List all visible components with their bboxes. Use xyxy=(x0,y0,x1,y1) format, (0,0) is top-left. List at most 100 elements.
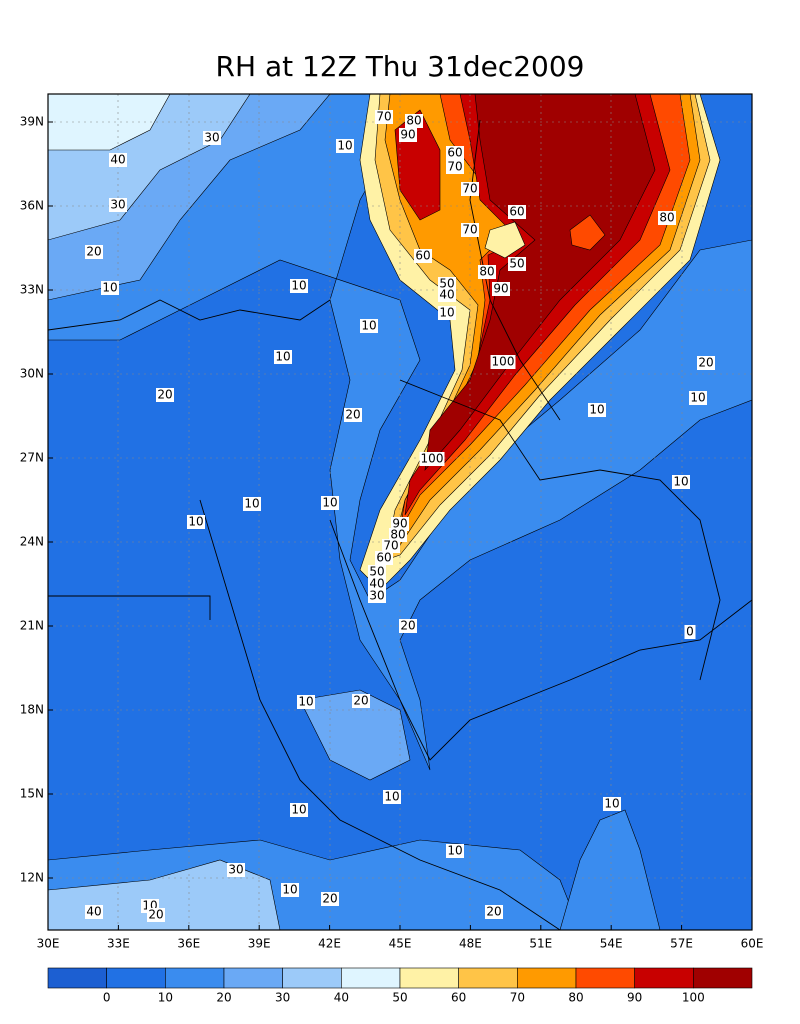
contour-label-bg xyxy=(399,619,417,633)
contour-label: 80 xyxy=(406,114,421,128)
contour-label: 10 xyxy=(361,319,376,333)
contour-label-bg xyxy=(109,198,127,212)
contour-label-bg xyxy=(438,277,456,291)
contour-label-bg xyxy=(461,223,479,237)
contour-label: 40 xyxy=(439,288,454,302)
lat-label: 12N xyxy=(20,871,44,885)
contour-label: 10 xyxy=(337,139,352,153)
contour-label-bg xyxy=(297,695,315,709)
colorbar-label: 40 xyxy=(334,991,349,1005)
contour-label: 100 xyxy=(421,452,444,466)
lon-label: 45E xyxy=(389,937,412,951)
colorbar-box xyxy=(634,967,694,989)
contour-label: 50 xyxy=(369,565,384,579)
contour-label: 10 xyxy=(282,883,297,897)
contour-label-bg xyxy=(405,114,423,128)
contour-label-bg xyxy=(389,528,407,542)
contour-label-bg xyxy=(290,803,308,817)
contour-label: 20 xyxy=(86,245,101,259)
contour-label-bg xyxy=(274,350,292,364)
contour-label: 80 xyxy=(659,211,674,225)
contour-label-bg xyxy=(438,306,456,320)
contour-label-bg xyxy=(281,883,299,897)
lon-label: 54E xyxy=(600,937,623,951)
contour-label: 50 xyxy=(439,277,454,291)
colorbar-box xyxy=(47,967,107,989)
contour-label: 80 xyxy=(390,528,405,542)
contour-label: 90 xyxy=(400,128,415,142)
contour-label-bg xyxy=(321,496,339,510)
contour-label-bg xyxy=(697,356,715,370)
contour-label: 10 xyxy=(673,475,688,489)
contour-label-bg xyxy=(446,160,464,174)
contour-label-bg xyxy=(391,517,409,531)
contour-label-bg xyxy=(243,497,261,511)
contour-label: 20 xyxy=(345,408,360,422)
contour-label: 30 xyxy=(369,589,384,603)
contour-label-bg xyxy=(375,110,393,124)
lat-label: 39N xyxy=(20,115,44,129)
contour-label-bg xyxy=(187,515,205,529)
lon-label: 57E xyxy=(670,937,693,951)
lat-label: 30N xyxy=(20,367,44,381)
colorbar-label: 60 xyxy=(451,991,466,1005)
colorbar-label: 10 xyxy=(158,991,173,1005)
colorbar-box xyxy=(458,967,518,989)
contour-label-bg xyxy=(446,844,464,858)
contour-label-bg xyxy=(658,211,676,225)
contour-label-bg xyxy=(321,892,339,906)
contour-label: 80 xyxy=(479,265,494,279)
colorbar-label: 20 xyxy=(216,991,231,1005)
contour-label-bg xyxy=(344,408,362,422)
contour-label-bg xyxy=(336,139,354,153)
contour-label: 60 xyxy=(447,146,462,160)
contour-label: 20 xyxy=(698,356,713,370)
colorbar-box xyxy=(693,967,753,989)
lat-label: 15N xyxy=(20,787,44,801)
contour-label-bg xyxy=(85,905,103,919)
contour-label: 60 xyxy=(415,249,430,263)
map-field xyxy=(48,94,752,930)
contour-label-bg xyxy=(382,539,400,553)
lon-label: 30E xyxy=(37,937,60,951)
rh-10-20-oman xyxy=(559,809,661,930)
contour-label-bg xyxy=(461,182,479,196)
contour-label-bg xyxy=(478,265,496,279)
colorbar-label: 90 xyxy=(627,991,642,1005)
contour-label: 10 xyxy=(384,790,399,804)
contour-label-bg xyxy=(603,797,621,811)
contour-label-bg xyxy=(588,403,606,417)
contour-label-bg xyxy=(689,391,707,405)
lon-label: 39E xyxy=(248,937,271,951)
colorbar-label: 70 xyxy=(510,991,525,1005)
contour-label: 10 xyxy=(298,695,313,709)
contour-label-bg xyxy=(490,355,516,369)
lat-label: 27N xyxy=(20,451,44,465)
contour-label: 70 xyxy=(447,160,462,174)
contour-label: 20 xyxy=(486,905,501,919)
contour-label-bg xyxy=(485,905,503,919)
lon-label: 36E xyxy=(177,937,200,951)
contour-label: 20 xyxy=(157,388,172,402)
contour-label: 0 xyxy=(686,625,694,639)
colorbar-label: 100 xyxy=(682,991,705,1005)
contour-label: 40 xyxy=(369,577,384,591)
lat-label: 21N xyxy=(20,619,44,633)
contour-label: 20 xyxy=(353,694,368,708)
lon-label: 51E xyxy=(529,937,552,951)
colorbar-label: 30 xyxy=(275,991,290,1005)
contour-label: 30 xyxy=(110,198,125,212)
contour-label: 10 xyxy=(447,844,462,858)
lon-label: 33E xyxy=(107,937,130,951)
lat-label: 36N xyxy=(20,199,44,213)
rh-30-40-south xyxy=(48,859,281,930)
contour-label: 40 xyxy=(86,905,101,919)
contour-label-bg xyxy=(383,790,401,804)
colorbar-box xyxy=(575,967,635,989)
contour-label: 10 xyxy=(291,279,306,293)
contour-label-bg xyxy=(227,863,245,877)
rh-50-60-hole xyxy=(484,221,526,259)
colorbar-label: 0 xyxy=(103,991,111,1005)
colorbar-box xyxy=(106,967,166,989)
